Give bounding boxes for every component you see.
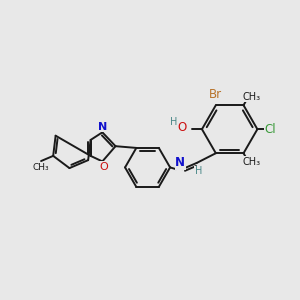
Text: O: O (178, 121, 187, 134)
Text: CH₃: CH₃ (242, 92, 260, 102)
Text: Br: Br (208, 88, 222, 101)
Text: CH₃: CH₃ (32, 164, 49, 172)
Text: N: N (98, 122, 108, 132)
Text: Cl: Cl (265, 123, 276, 136)
Text: O: O (100, 162, 109, 172)
Text: N: N (175, 156, 185, 170)
Text: H: H (169, 117, 177, 127)
Text: H: H (195, 166, 202, 176)
Text: CH₃: CH₃ (242, 157, 260, 167)
